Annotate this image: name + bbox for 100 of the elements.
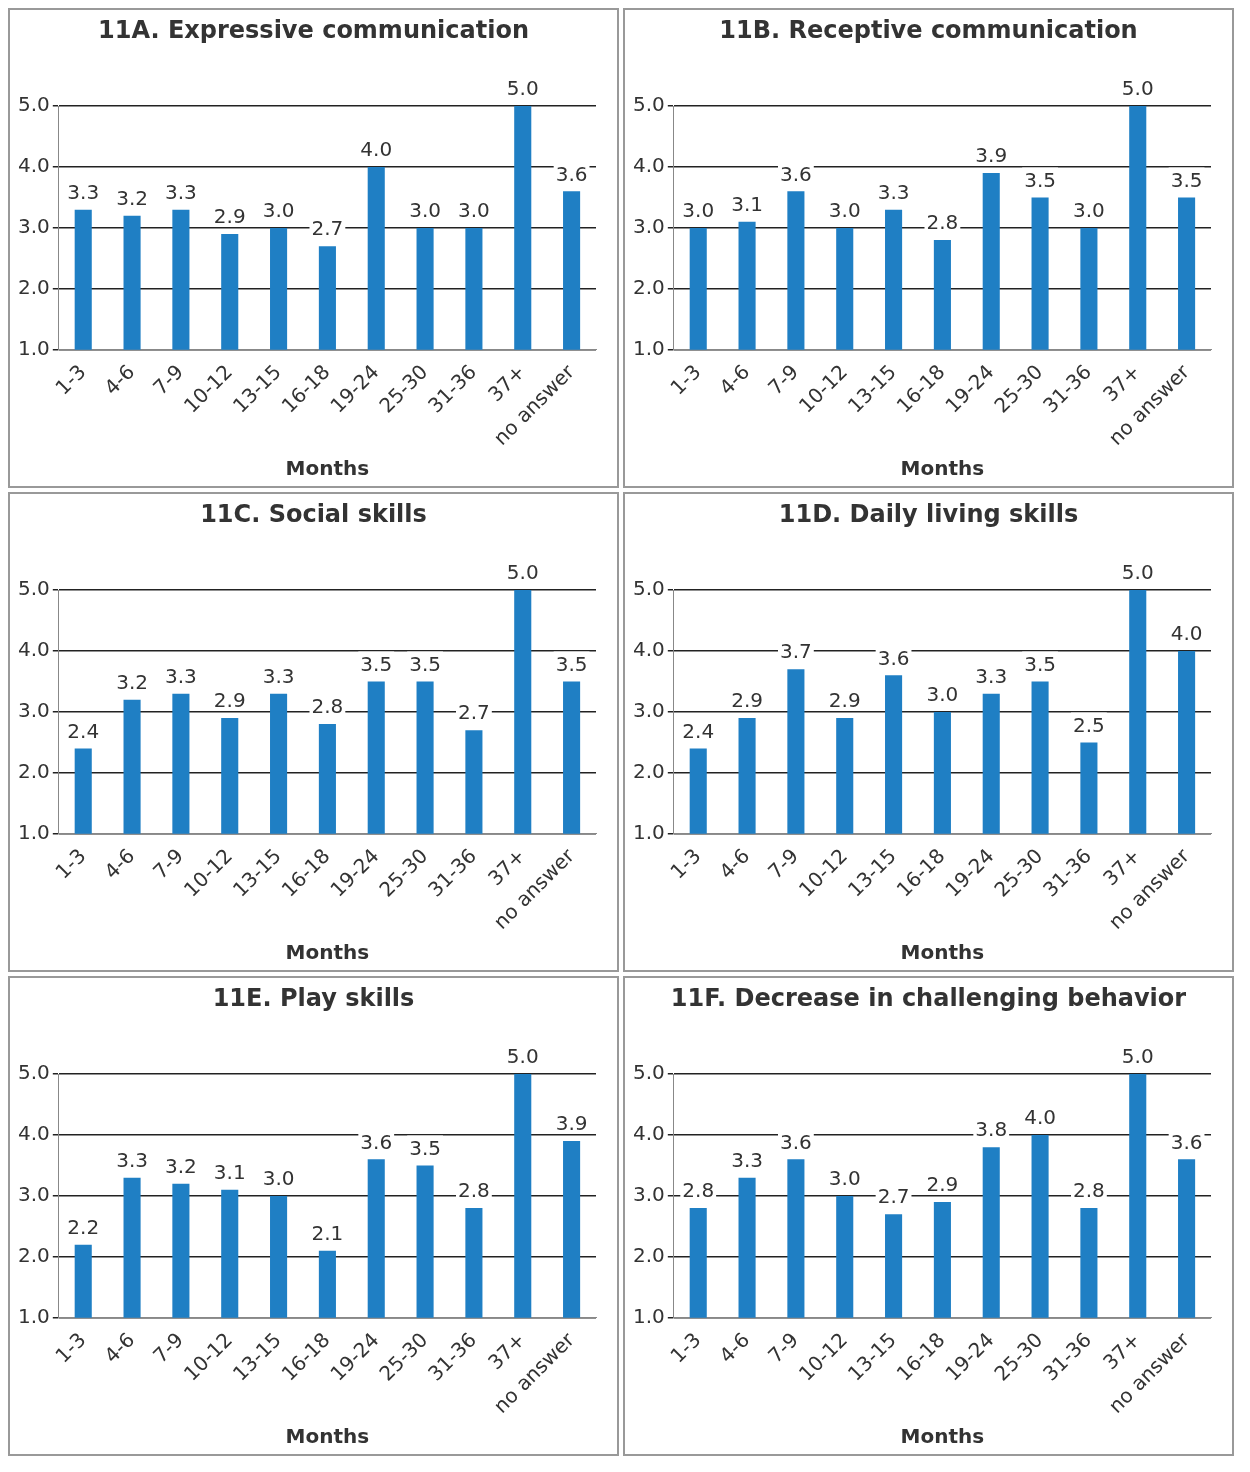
x-axis-title: Months xyxy=(285,940,370,965)
data-label: 3.3 xyxy=(731,1147,763,1172)
data-label: 3.5 xyxy=(555,651,588,676)
data-label: 3.2 xyxy=(116,669,148,694)
y-tick-label: 4.0 xyxy=(17,637,50,662)
data-label: 3.0 xyxy=(458,198,490,223)
y-tick-label: 1.0 xyxy=(632,1304,665,1329)
data-label: 3.0 xyxy=(262,1166,295,1191)
x-axis-title: Months xyxy=(900,940,985,965)
y-tick-label: 2.0 xyxy=(17,275,50,300)
data-label: 3.3 xyxy=(975,663,1008,688)
data-label: 3.1 xyxy=(731,192,763,217)
y-tick-label: 2.0 xyxy=(632,759,665,784)
data-label: 4.0 xyxy=(1024,1105,1056,1130)
chart-title: 11E. Play skills xyxy=(211,984,416,1014)
chart-title: 11B. Receptive communication xyxy=(718,16,1139,46)
y-tick-label: 1.0 xyxy=(17,336,50,361)
data-label: 3.3 xyxy=(67,179,100,204)
data-label: 2.8 xyxy=(682,1178,715,1203)
data-label: 3.7 xyxy=(779,639,812,664)
x-tick-label: 4-6 xyxy=(99,1327,140,1368)
x-axis-title: Months xyxy=(285,456,370,481)
data-label: 3.6 xyxy=(877,645,910,670)
data-label: 5.0 xyxy=(1121,76,1154,101)
data-label: 2.4 xyxy=(67,718,100,743)
chart-title: 11D. Daily living skills xyxy=(777,500,1080,530)
data-label: 2.8 xyxy=(311,694,344,719)
x-tick-label: 1-3 xyxy=(50,843,91,884)
data-label: 3.3 xyxy=(262,663,295,688)
y-tick-label: 2.0 xyxy=(17,759,50,784)
data-label: 3.8 xyxy=(975,1117,1008,1142)
data-label: 3.2 xyxy=(116,185,148,210)
y-tick-label: 3.0 xyxy=(17,1182,50,1207)
x-tick-label: 4-6 xyxy=(714,359,755,400)
data-label: 3.5 xyxy=(1170,167,1203,192)
data-label: 3.9 xyxy=(975,143,1008,168)
y-tick-label: 4.0 xyxy=(632,637,665,662)
y-tick-label: 4.0 xyxy=(17,153,50,178)
data-label: 5.0 xyxy=(506,76,539,101)
data-label: 2.9 xyxy=(213,688,246,713)
data-label: 2.8 xyxy=(458,1178,490,1203)
y-tick-label: 2.0 xyxy=(17,1243,50,1268)
y-tick-label: 3.0 xyxy=(17,698,50,723)
data-label: 5.0 xyxy=(506,560,539,585)
data-label: 2.8 xyxy=(926,210,959,235)
y-tick-label: 4.0 xyxy=(17,1121,50,1146)
data-label: 3.3 xyxy=(877,179,910,204)
x-axis-title: Months xyxy=(900,456,985,481)
y-tick-label: 5.0 xyxy=(17,92,50,117)
y-tick-label: 5.0 xyxy=(17,576,50,601)
y-tick-label: 4.0 xyxy=(632,1121,665,1146)
y-tick-label: 3.0 xyxy=(632,1182,665,1207)
y-tick-label: 3.0 xyxy=(632,698,665,723)
x-tick-label: 1-3 xyxy=(665,359,706,400)
data-label: 3.5 xyxy=(409,651,441,676)
x-axis-title: Months xyxy=(285,1424,370,1449)
data-label: 2.7 xyxy=(458,700,490,725)
data-label: 3.3 xyxy=(164,179,197,204)
chart-title: 11F. Decrease in challenging behavior xyxy=(669,984,1188,1014)
x-tick-label: 1-3 xyxy=(665,1327,706,1368)
data-label: 4.0 xyxy=(1170,621,1203,646)
y-tick-label: 1.0 xyxy=(632,820,665,845)
data-label: 2.1 xyxy=(311,1220,344,1245)
data-label: 2.7 xyxy=(877,1184,910,1209)
data-label: 2.9 xyxy=(828,688,861,713)
data-label: 2.7 xyxy=(311,216,344,241)
data-label: 3.0 xyxy=(828,198,861,223)
x-tick-label: 1-3 xyxy=(665,843,706,884)
data-label: 4.0 xyxy=(360,137,393,162)
data-label: 2.8 xyxy=(1073,1178,1105,1203)
data-label: 3.0 xyxy=(1073,198,1105,223)
data-label: 3.5 xyxy=(360,651,393,676)
y-tick-label: 3.0 xyxy=(632,214,665,239)
data-label: 3.2 xyxy=(164,1153,197,1178)
y-tick-label: 5.0 xyxy=(632,92,665,117)
data-label: 3.1 xyxy=(213,1160,246,1185)
y-tick-label: 1.0 xyxy=(632,336,665,361)
data-label: 3.5 xyxy=(409,1135,441,1160)
data-label: 2.5 xyxy=(1073,712,1105,737)
data-label: 3.5 xyxy=(1024,651,1056,676)
data-label: 3.0 xyxy=(409,198,441,223)
x-tick-label: 1-3 xyxy=(50,1327,91,1368)
data-label: 2.9 xyxy=(731,688,763,713)
y-tick-label: 2.0 xyxy=(632,1243,665,1268)
y-tick-label: 5.0 xyxy=(632,1060,665,1085)
data-label: 3.6 xyxy=(779,1129,812,1154)
data-label: 3.6 xyxy=(779,161,812,186)
y-tick-label: 3.0 xyxy=(17,214,50,239)
data-label: 3.0 xyxy=(828,1166,861,1191)
y-tick-label: 1.0 xyxy=(17,820,50,845)
chart-title: 11A. Expressive communication xyxy=(97,16,530,46)
x-tick-label: 4-6 xyxy=(99,843,140,884)
data-label: 3.0 xyxy=(682,198,715,223)
data-label: 3.0 xyxy=(262,198,295,223)
data-label: 3.0 xyxy=(926,682,959,707)
data-label: 2.4 xyxy=(682,718,715,743)
x-axis-title: Months xyxy=(900,1424,985,1449)
data-label: 5.0 xyxy=(1121,1044,1154,1069)
y-tick-label: 1.0 xyxy=(17,1304,50,1329)
y-tick-label: 5.0 xyxy=(632,576,665,601)
